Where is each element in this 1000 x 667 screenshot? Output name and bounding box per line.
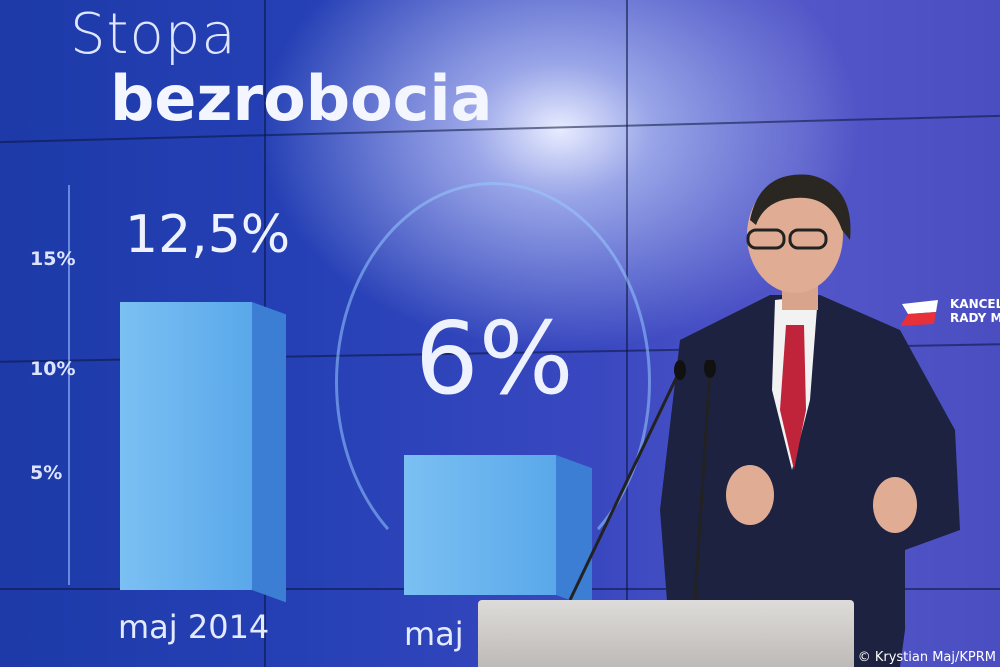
bar-current-value: 6% bbox=[415, 300, 574, 417]
bar-2014-value: 12,5% bbox=[125, 205, 291, 265]
bar-2014 bbox=[120, 302, 252, 590]
logo-text: KANCELARADY MI bbox=[950, 297, 1000, 325]
microphones bbox=[568, 360, 716, 601]
screen-title-line1: Stopa bbox=[70, 2, 237, 67]
logo-text-line1: KANCELA bbox=[950, 297, 1000, 311]
podium bbox=[478, 600, 854, 667]
screen-title-line2: bezrobocia bbox=[110, 62, 493, 135]
bar-current-label: maj bbox=[404, 615, 464, 653]
bar-2014-label: maj 2014 bbox=[118, 608, 270, 646]
photo-credit: © Krystian Maj/KPRM bbox=[857, 650, 996, 665]
bar-current bbox=[404, 455, 556, 595]
logo-text-line2: RADY MI bbox=[950, 311, 1000, 325]
kprm-logo bbox=[900, 300, 938, 326]
y-tick: 15% bbox=[30, 248, 76, 270]
y-tick: 5% bbox=[30, 462, 63, 484]
bar-2014-side bbox=[252, 302, 286, 603]
chart-axis bbox=[68, 185, 70, 585]
y-tick: 10% bbox=[30, 358, 76, 380]
speaker bbox=[660, 174, 960, 667]
ring-decoration bbox=[335, 182, 651, 582]
